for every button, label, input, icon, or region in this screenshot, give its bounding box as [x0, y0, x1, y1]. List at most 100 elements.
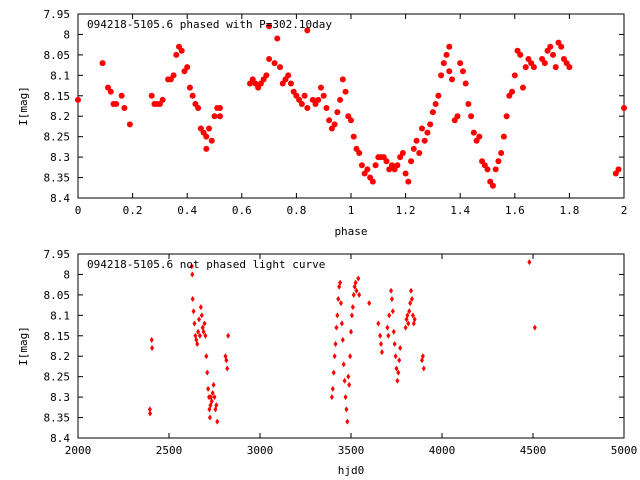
bot-data-point — [215, 418, 220, 425]
top-data-point — [429, 109, 436, 116]
bot-data-point — [205, 369, 210, 376]
top-x-tick-label: 2 — [621, 204, 628, 217]
bot-data-point — [356, 275, 361, 282]
top-data-point — [266, 55, 273, 62]
bot-x-tick-label: 2500 — [156, 444, 183, 457]
top-data-point — [522, 64, 529, 71]
bot-data-point — [367, 300, 372, 307]
top-data-point — [358, 162, 365, 169]
top-data-point — [457, 60, 464, 67]
bot-data-point — [333, 340, 338, 347]
bot-data-point — [342, 377, 347, 384]
top-y-tick-label: 8.05 — [44, 49, 71, 62]
bot-data-point — [389, 295, 394, 302]
top-data-point — [443, 51, 450, 58]
top-data-point — [454, 113, 461, 120]
top-data-point — [462, 80, 469, 87]
bot-data-point — [149, 336, 154, 343]
bot-data-point — [345, 418, 350, 425]
top-data-point — [394, 162, 401, 169]
top-data-point — [484, 166, 491, 173]
bot-data-point — [376, 320, 381, 327]
bot-data-point — [392, 340, 397, 347]
top-data-point — [315, 96, 322, 103]
top-y-tick-label: 8.2 — [50, 110, 70, 123]
bot-data-point — [412, 316, 417, 323]
top-data-point — [113, 100, 120, 107]
bot-y-tick-label: 8.2 — [50, 350, 70, 363]
top-data-point — [503, 113, 510, 120]
bot-data-point — [147, 406, 152, 413]
top-y-tick-label: 7.95 — [44, 8, 71, 21]
top-data-point — [317, 84, 324, 91]
top-data-point — [550, 51, 557, 58]
top-data-point — [416, 150, 423, 157]
top-data-point — [173, 51, 180, 58]
top-data-point — [547, 43, 554, 50]
bot-data-point — [406, 320, 411, 327]
top-x-tick-labels: 0 0.2 0.4 0.6 0.8 1 1.2 1.4 1.6 1.8 2 — [75, 204, 628, 217]
bot-data-point — [389, 287, 394, 294]
bot-data-point — [329, 394, 334, 401]
bot-data-point — [224, 357, 229, 364]
top-data-points — [75, 23, 627, 189]
top-data-point — [449, 76, 456, 83]
bot-data-point — [378, 332, 383, 339]
top-data-point — [468, 113, 475, 120]
top-data-point — [399, 150, 406, 157]
top-data-point — [326, 117, 333, 124]
bot-data-point — [407, 308, 412, 315]
top-data-point — [195, 105, 202, 112]
top-data-point — [465, 100, 472, 107]
top-data-point — [99, 60, 106, 67]
top-data-point — [495, 158, 502, 165]
bot-y-tick-label: 8.1 — [50, 309, 70, 322]
top-data-point — [615, 166, 622, 173]
top-data-point — [410, 145, 417, 152]
top-y-tick-label: 8.35 — [44, 172, 71, 185]
top-data-point — [405, 178, 412, 185]
top-y-tick-label: 8.1 — [50, 69, 70, 82]
top-data-point — [126, 121, 133, 128]
top-data-point — [170, 72, 177, 79]
top-data-point — [356, 150, 363, 157]
top-data-point — [208, 137, 215, 144]
top-data-point — [277, 64, 284, 71]
bot-data-point — [190, 271, 195, 278]
top-data-point — [424, 129, 431, 136]
top-data-point — [304, 105, 311, 112]
top-data-point — [320, 92, 327, 99]
bot-data-point — [420, 353, 425, 360]
top-data-point — [331, 121, 338, 128]
top-y-tick-label: 8 — [63, 28, 70, 41]
top-data-point — [298, 100, 305, 107]
bot-data-point — [409, 295, 414, 302]
bot-data-point — [192, 320, 197, 327]
top-data-point — [271, 60, 278, 67]
top-data-point — [211, 113, 218, 120]
bot-y-tick-label: 8.35 — [44, 412, 71, 425]
bot-y-tick-label: 8 — [63, 268, 70, 281]
bot-x-tick-label: 4000 — [429, 444, 456, 457]
top-data-point — [418, 125, 425, 132]
bot-data-point — [405, 312, 410, 319]
top-data-point — [337, 96, 344, 103]
bot-data-point — [396, 369, 401, 376]
top-data-point — [446, 68, 453, 75]
bot-data-point — [214, 402, 219, 409]
top-x-tick-label: 0 — [75, 204, 82, 217]
bot-y-tick-label: 8.4 — [50, 432, 70, 445]
bot-x-tick-label: 5000 — [611, 444, 638, 457]
top-plot-title: 094218-5105.6 phased with P=302.10day — [87, 18, 332, 31]
bot-data-point — [204, 353, 209, 360]
top-data-point — [438, 72, 445, 79]
top-y-tick-label: 8.25 — [44, 131, 71, 144]
top-data-point — [552, 64, 559, 71]
top-data-point — [541, 60, 548, 67]
bot-data-point — [197, 316, 202, 323]
top-data-point — [107, 88, 114, 95]
top-tick-marks — [77, 13, 625, 199]
top-data-point — [364, 166, 371, 173]
top-data-point — [621, 105, 627, 112]
bot-data-point — [391, 328, 396, 335]
